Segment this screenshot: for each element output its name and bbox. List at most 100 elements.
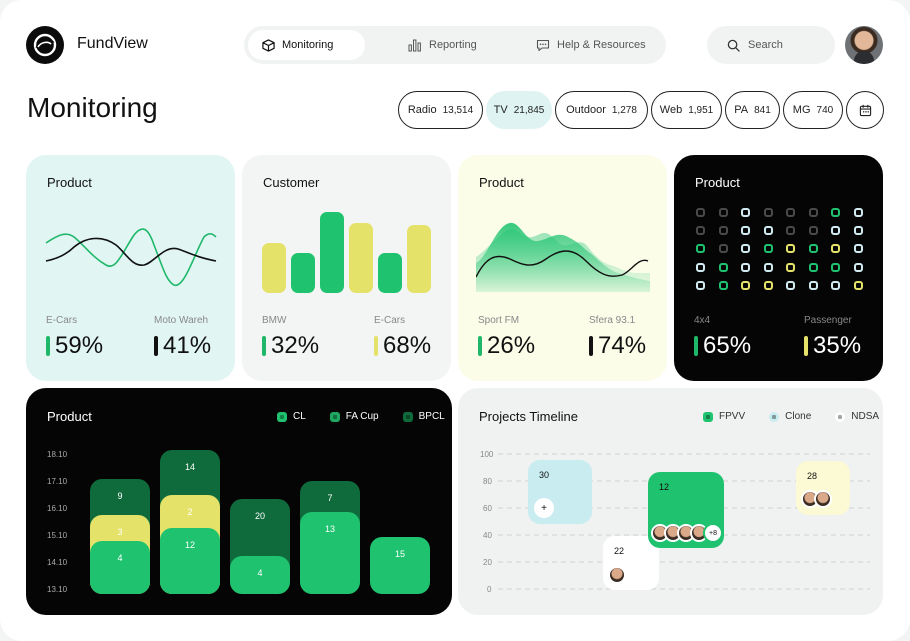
product-line-card[interactable]: Product E-Cars 59% Moto Wareh 41% [26, 155, 235, 381]
stack-segment[interactable]: 15 [370, 537, 430, 594]
segment-label: 7 [327, 493, 333, 503]
customer-card[interactable]: Customer BMW 32% E-Cars 68% [242, 155, 451, 381]
metric-value: 26% [487, 332, 536, 359]
chat-icon [536, 39, 550, 51]
metric-label: Sfera 93.1 [589, 315, 636, 326]
segment-label: 2 [187, 507, 193, 517]
y-axis-label: 14.10 [47, 558, 68, 567]
more-members-badge[interactable]: +8 [703, 523, 723, 543]
matrix-dot [741, 262, 750, 272]
legend-item-clone[interactable]: Clone [769, 411, 811, 422]
metric-marker [804, 336, 808, 356]
legend-swatch [329, 411, 340, 422]
metric-label: Moto Wareh [154, 315, 209, 326]
chip-outdoor-value: 1,278 [611, 104, 637, 116]
y-axis-label: 13.10 [47, 585, 68, 594]
matrix-dot [808, 262, 818, 272]
projects-timeline-card[interactable]: Projects Timeline FPVV Clone NDSA 100 80… [458, 388, 883, 615]
y-axis-label: 60 [483, 504, 492, 513]
project-tile-fpvv[interactable]: 12 +8 [648, 472, 724, 548]
matrix-dot [786, 262, 795, 272]
product-area-chart [476, 222, 650, 292]
member-avatar [608, 566, 626, 584]
matrix-dot [853, 226, 863, 236]
project-value: 12 [659, 482, 670, 492]
matrix-dot [786, 280, 795, 290]
calendar-button[interactable] [846, 91, 884, 129]
project-tile-clone[interactable]: 30 + [528, 460, 592, 524]
stack-segment[interactable]: 4 [90, 541, 150, 594]
product-stacked-card[interactable]: Product CL FA Cup BPCL 18.10 17.10 16.10… [26, 388, 452, 615]
matrix-dot [696, 226, 705, 236]
stack-segment[interactable]: 12 [160, 528, 220, 594]
matrix-dot [741, 208, 750, 217]
card-title: Product [47, 175, 92, 190]
chip-mg[interactable]: MG 740 [783, 91, 843, 129]
matrix-dot [831, 244, 840, 254]
customer-bar [378, 253, 402, 293]
matrix-dot [853, 280, 863, 290]
add-member-button[interactable]: + [534, 498, 554, 518]
member-avatar [814, 490, 832, 508]
segment-label: 12 [184, 540, 195, 550]
chip-web[interactable]: Web 1,951 [651, 91, 722, 129]
legend-item-fpvv[interactable]: FPVV [703, 411, 745, 422]
chip-outdoor-name: Outdoor [566, 104, 606, 116]
chip-web-value: 1,951 [688, 104, 714, 116]
product-dots-card[interactable]: Product 4x4 65% Passenger 35% [674, 155, 883, 381]
area-series-line [476, 250, 649, 278]
chip-radio-name: Radio [407, 104, 437, 116]
legend-item-bpcl[interactable]: BPCL [402, 411, 445, 422]
metric-marker [46, 336, 50, 356]
y-axis-label: 40 [483, 531, 492, 540]
project-tile-ndsa[interactable]: 22 [603, 536, 659, 590]
matrix-dot [741, 226, 750, 236]
fundview-logo[interactable] [26, 26, 64, 64]
matrix-dot [763, 226, 773, 236]
legend-item-ndsa[interactable]: NDSA [835, 411, 879, 422]
product-legend: CL FA Cup BPCL [277, 411, 445, 422]
chip-tv[interactable]: TV 21,845 [486, 91, 552, 129]
metric-marker [154, 336, 158, 356]
metric-label: 4x4 [694, 315, 711, 326]
legend-item-cl[interactable]: CL [277, 411, 306, 422]
matrix-dot [741, 280, 750, 290]
stack-segment[interactable]: 13 [300, 512, 360, 594]
nav-monitoring-label: Monitoring [282, 39, 334, 51]
chip-outdoor[interactable]: Outdoor 1,278 [555, 91, 648, 129]
metric-sfera: Sfera 93.1 74% [589, 315, 646, 360]
matrix-dot [831, 280, 840, 290]
y-axis-label: 15.10 [47, 531, 68, 540]
avatar-group [608, 566, 626, 586]
timeline-legend: FPVV Clone NDSA [703, 411, 879, 422]
nav-reporting[interactable]: Reporting [394, 30, 491, 60]
nav-help[interactable]: Help & Resources [522, 30, 660, 60]
legend-label: FA Cup [345, 411, 379, 422]
chip-radio[interactable]: Radio 13,514 [398, 91, 483, 129]
matrix-dot [696, 262, 705, 272]
matrix-dot [786, 244, 795, 254]
project-tile-ndsa-2[interactable]: 28 [796, 461, 850, 515]
nav-monitoring[interactable]: Monitoring [248, 30, 365, 60]
stack-segment[interactable]: 4 [230, 556, 290, 594]
matrix-dot [808, 280, 818, 290]
product-area-card[interactable]: Product Sport FM 26% Sfera 93.1 74% [458, 155, 667, 381]
y-axis-label: 0 [487, 585, 492, 594]
matrix-dot [718, 208, 728, 217]
legend-item-fa-cup[interactable]: FA Cup [329, 411, 379, 422]
legend-label: CL [293, 411, 306, 422]
matrix-dot [808, 226, 818, 236]
search-button[interactable]: Search [707, 26, 835, 64]
segment-label: 14 [184, 462, 195, 472]
matrix-dot [718, 280, 728, 290]
matrix-dot [718, 262, 728, 272]
metric-4x4: 4x4 65% [694, 315, 751, 360]
metric-bmw: BMW 32% [262, 315, 319, 360]
legend-label: NDSA [851, 411, 880, 422]
user-avatar[interactable] [845, 26, 883, 64]
matrix-dot [763, 244, 773, 254]
metric-label: BMW [262, 315, 287, 326]
matrix-dot [831, 226, 840, 236]
segment-label: 13 [324, 524, 335, 534]
chip-pa[interactable]: PA 841 [725, 91, 780, 129]
